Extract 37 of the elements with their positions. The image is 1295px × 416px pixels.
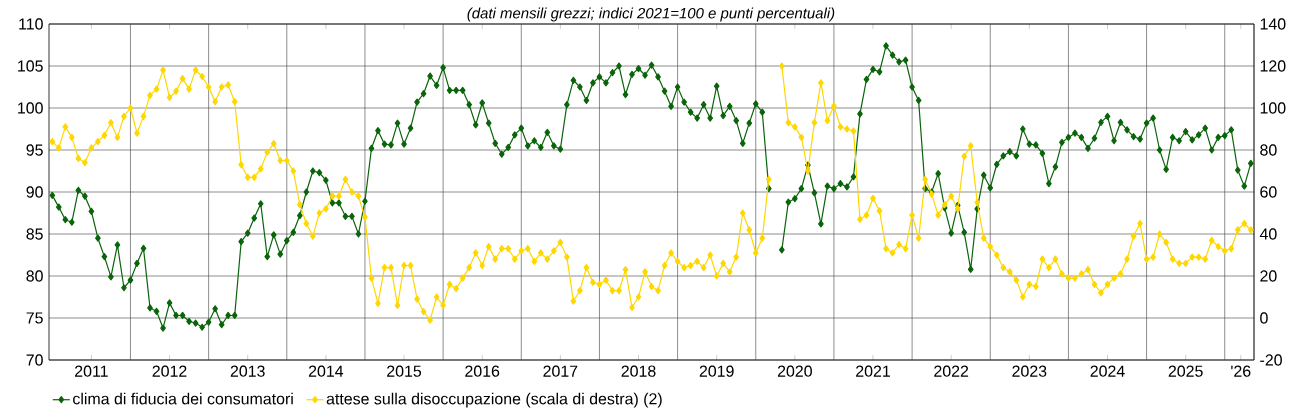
x-tick-label: 2011 [75,365,108,377]
x-tick-label: 2020 [777,365,812,377]
x-tick-label: 2014 [308,365,344,377]
y2-tick-label: 0 [1260,312,1268,324]
x-tick-label: 2018 [621,365,656,377]
y-tick-label: 105 [18,60,43,72]
x-tick-label: '26 [1231,365,1251,377]
x-tick-label: 2013 [230,365,265,377]
y-tick-label: 75 [26,312,43,324]
y2-tick-label: 140 [1260,18,1286,30]
x-tick-label: 2024 [1090,365,1125,377]
y-tick-label: 90 [26,186,43,198]
legend-label: clima di fiducia dei consumatori [73,392,293,405]
x-tick-label: 2025 [1168,365,1203,377]
y2-tick-label: 20 [1260,270,1277,282]
chart-subtitle: (dati mensili grezzi; indici 2021=100 e punti percentuali) [467,7,835,22]
y-tick-label: 85 [26,228,43,240]
x-tick-label: 2019 [699,365,734,377]
y-tick-label: 95 [26,144,43,156]
x-tick-label: 2023 [1012,365,1047,377]
x-tick-label: 2015 [387,365,422,377]
y2-tick-label: 80 [1260,144,1277,156]
y-tick-label: 100 [18,102,43,114]
y-tick-label: 70 [26,354,43,366]
x-tick-label: 2022 [934,365,969,377]
x-tick-label: 2016 [465,365,500,377]
y2-tick-label: 120 [1260,60,1286,72]
x-tick-label: 2012 [152,365,187,377]
y2-tick-label: -20 [1260,354,1282,366]
y2-tick-label: 100 [1260,102,1286,114]
y2-tick-label: 60 [1260,186,1277,198]
y-tick-label: 110 [19,18,43,30]
legend-label: attese sulla disoccupazione (scala di destra) (2) [326,392,662,408]
x-tick-label: 2017 [543,365,578,377]
y-tick-label: 80 [26,270,43,282]
x-tick-label: 2021 [856,365,890,377]
y2-tick-label: 40 [1259,228,1277,240]
